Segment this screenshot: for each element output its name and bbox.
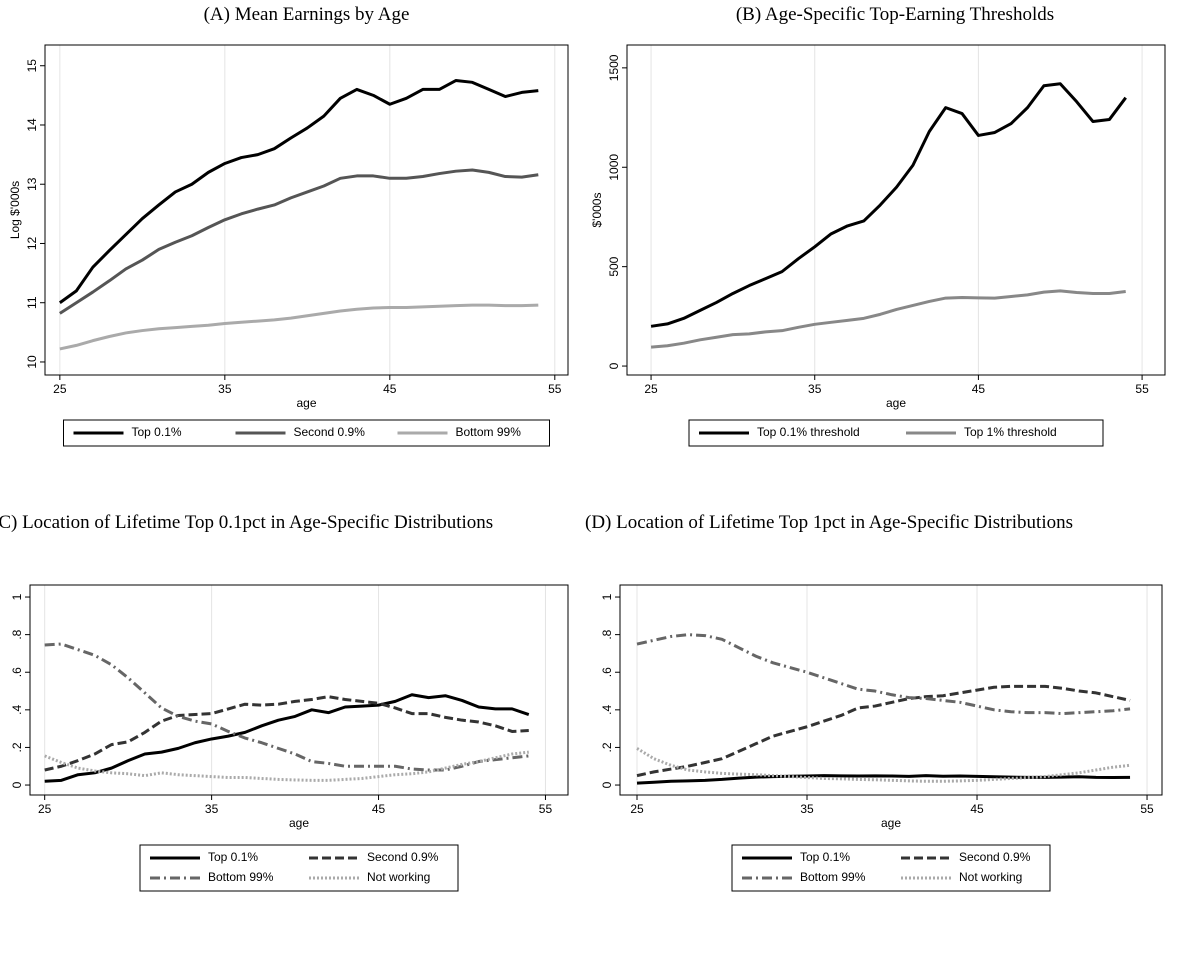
series-line xyxy=(59,303,539,351)
series-line xyxy=(59,168,539,315)
y-tick-label: .8 xyxy=(600,629,614,639)
plot-frame xyxy=(29,584,569,796)
y-tick-label: .6 xyxy=(600,667,614,677)
legend-label: Top 1% threshold xyxy=(964,425,1057,439)
x-tick-label: 55 xyxy=(548,382,562,396)
x-axis-label: age xyxy=(881,816,901,830)
panel-title: (B) Age-Specific Top-Earning Thresholds xyxy=(735,4,1055,25)
legend-box xyxy=(63,419,550,447)
panel-title: (A) Mean Earnings by Age xyxy=(203,4,410,25)
y-tick-label: 1000 xyxy=(607,154,621,181)
legend-label: Second 0.9% xyxy=(294,425,366,439)
legend-label: Top 0.1% xyxy=(208,850,258,864)
series-line xyxy=(44,750,529,782)
legend-label: Bottom 99% xyxy=(208,870,274,884)
series-line xyxy=(636,684,1131,778)
x-tick-label: 35 xyxy=(205,802,219,816)
y-tick-label: .6 xyxy=(10,667,24,677)
y-tick-label: 0 xyxy=(10,781,24,788)
plot-frame xyxy=(44,44,569,376)
plot-area xyxy=(627,45,1165,375)
legend-label: Top 0.1% xyxy=(132,425,182,439)
x-tick-label: 35 xyxy=(808,382,822,396)
plot-frame xyxy=(619,584,1163,796)
y-axis-label: Log $'000s xyxy=(8,181,22,239)
panel-title: (C) Location of Lifetime Top 0.1pct in A… xyxy=(0,512,494,533)
x-axis-label: age xyxy=(886,396,906,410)
plot-area xyxy=(45,45,568,375)
series-line xyxy=(44,695,529,772)
plot-area xyxy=(30,585,568,795)
series-line xyxy=(636,633,1131,716)
series-line xyxy=(44,642,529,772)
x-axis-label: age xyxy=(289,816,309,830)
legend-label: Top 0.1% xyxy=(800,850,850,864)
x-tick-label: 45 xyxy=(372,802,386,816)
x-tick-label: 25 xyxy=(630,802,644,816)
legend-box xyxy=(139,844,459,892)
panel-title: (D) Location of Lifetime Top 1pct in Age… xyxy=(585,512,1073,533)
legend-label: Second 0.9% xyxy=(367,850,439,864)
x-tick-label: 55 xyxy=(539,802,553,816)
x-tick-label: 35 xyxy=(800,802,814,816)
x-tick-label: 55 xyxy=(1140,802,1154,816)
x-tick-label: 45 xyxy=(972,382,986,396)
legend-box xyxy=(688,419,1104,447)
legend-label: Not working xyxy=(367,870,430,884)
series-line xyxy=(636,747,1131,783)
x-tick-label: 55 xyxy=(1135,382,1149,396)
y-tick-label: 1500 xyxy=(607,54,621,81)
x-tick-label: 45 xyxy=(383,382,397,396)
series-line xyxy=(58,79,539,304)
y-tick-label: .4 xyxy=(600,705,614,715)
series-line xyxy=(650,82,1127,328)
y-tick-label: 1 xyxy=(600,593,614,600)
y-axis-label: $'000s xyxy=(590,193,604,228)
y-tick-label: 1 xyxy=(10,593,24,600)
y-tick-label: .4 xyxy=(10,705,24,715)
legend-label: Bottom 99% xyxy=(800,870,866,884)
y-tick-label: 0 xyxy=(607,362,621,369)
y-tick-label: 0 xyxy=(600,781,614,788)
y-tick-label: 500 xyxy=(607,256,621,276)
x-tick-label: 25 xyxy=(644,382,658,396)
x-tick-label: 35 xyxy=(218,382,232,396)
y-tick-label: 10 xyxy=(25,355,39,369)
legend-label: Bottom 99% xyxy=(456,425,522,439)
x-axis-label: age xyxy=(296,396,316,410)
plot-frame xyxy=(626,44,1166,376)
legend-box xyxy=(731,844,1051,892)
y-tick-label: .8 xyxy=(10,629,24,639)
series-line xyxy=(650,289,1126,349)
y-tick-label: 13 xyxy=(25,177,39,191)
y-tick-label: 12 xyxy=(25,236,39,250)
series-line xyxy=(636,774,1131,785)
legend-label: Top 0.1% threshold xyxy=(757,425,860,439)
legend-label: Second 0.9% xyxy=(959,850,1031,864)
y-tick-label: 11 xyxy=(25,296,39,309)
y-tick-label: 14 xyxy=(25,118,39,132)
x-tick-label: 45 xyxy=(970,802,984,816)
y-tick-label: .2 xyxy=(600,742,614,752)
legend-label: Not working xyxy=(959,870,1022,884)
x-tick-label: 25 xyxy=(38,802,52,816)
y-tick-label: .2 xyxy=(10,742,24,752)
y-tick-label: 15 xyxy=(25,59,39,73)
series-line xyxy=(44,693,530,783)
x-tick-label: 25 xyxy=(53,382,67,396)
